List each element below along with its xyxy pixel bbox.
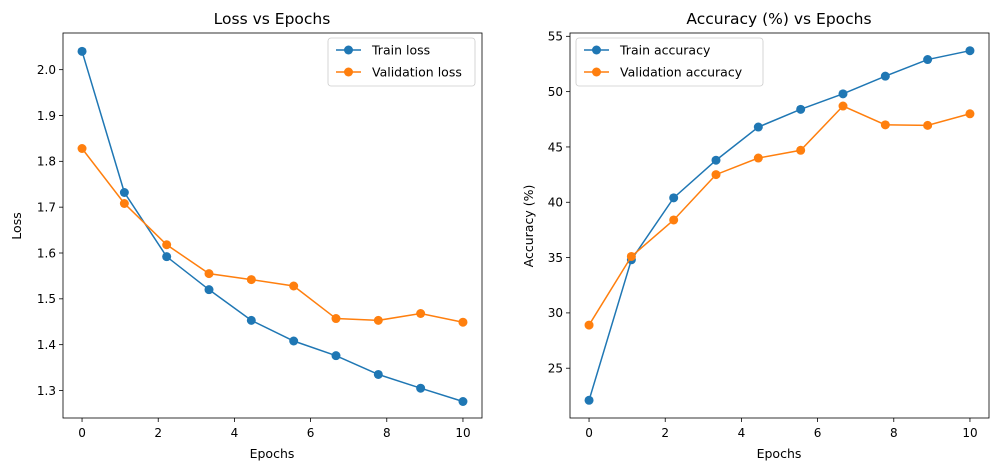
loss-x-tick-label: 10 — [455, 426, 470, 440]
accuracy-legend: Train accuracy Validation accuracy — [575, 37, 764, 87]
loss-legend-marker — [344, 45, 353, 55]
accuracy-series-train-point — [753, 122, 763, 132]
accuracy-legend-label: Train accuracy — [619, 43, 711, 58]
loss-legend-box — [327, 37, 476, 87]
accuracy-series-validation-point — [838, 101, 848, 111]
loss-series-train-point — [204, 285, 214, 295]
accuracy-x-tick-label: 10 — [962, 426, 977, 440]
loss-x-tick-label: 4 — [231, 426, 239, 440]
loss-legend-label: Validation loss — [372, 65, 462, 80]
loss-x-tick-label: 0 — [78, 426, 86, 440]
accuracy-series-validation-point — [711, 170, 721, 180]
accuracy-series-train-point — [965, 46, 975, 56]
accuracy-y-tick-label: 35 — [548, 251, 563, 265]
loss-series-validation-point — [416, 309, 426, 318]
loss-plot-frame — [62, 32, 483, 419]
loss-legend-label: Train loss — [371, 43, 430, 58]
loss-y-axis-label: Loss — [9, 212, 24, 239]
loss-x-axis-label: Epochs — [250, 446, 295, 461]
loss-series-validation-point — [119, 199, 129, 208]
loss-series-train-point — [331, 351, 341, 361]
accuracy-legend-marker — [592, 45, 601, 55]
accuracy-y-tick-label: 25 — [548, 362, 563, 376]
accuracy-series-validation-line — [588, 105, 971, 326]
loss-series-validation-point — [77, 144, 87, 153]
accuracy-series-train-point — [669, 193, 679, 203]
loss-series-train-point — [246, 315, 256, 325]
accuracy-series-validation-point — [626, 251, 636, 261]
loss-chart: Loss vs Epochs Epochs Loss 0 2 4 6 8 10 1.3 1.4… — [9, 10, 483, 461]
accuracy-chart: Accuracy (%) vs Epochs Epochs Accuracy (… — [521, 10, 990, 461]
loss-series-validation-point — [162, 240, 172, 250]
loss-y-tick-label: 2.0 — [37, 63, 56, 77]
loss-series-validation-line — [81, 148, 464, 323]
loss-y-tick-label: 1.6 — [37, 246, 56, 260]
loss-series-train-point — [373, 369, 383, 379]
loss-series-train-point — [458, 397, 468, 406]
accuracy-series-validation-point — [880, 120, 890, 130]
loss-series-train-point — [162, 252, 172, 262]
accuracy-legend-label: Validation accuracy — [620, 65, 743, 80]
accuracy-x-tick-label: 4 — [738, 426, 746, 440]
accuracy-series-validation-point — [584, 320, 594, 330]
loss-series-train-point — [416, 383, 426, 393]
accuracy-series-train-point — [880, 71, 890, 81]
loss-y-tick-label: 1.5 — [37, 292, 56, 306]
loss-series-validation-point — [204, 269, 214, 279]
accuracy-y-tick-label: 30 — [548, 306, 563, 320]
accuracy-chart-title: Accuracy (%) vs Epochs — [686, 10, 871, 28]
accuracy-series-train-point — [584, 395, 594, 405]
loss-series-train-point — [289, 336, 299, 346]
loss-x-tick-label: 8 — [383, 426, 391, 440]
accuracy-y-tick-label: 40 — [548, 196, 563, 210]
accuracy-x-tick-label: 6 — [814, 426, 822, 440]
accuracy-x-tick-label: 0 — [585, 426, 593, 440]
loss-series-validation-point — [331, 314, 341, 324]
accuracy-series-validation-point — [753, 153, 763, 163]
loss-series-validation-point — [373, 315, 383, 325]
accuracy-series-train-line — [588, 49, 971, 401]
loss-series-train-point — [77, 46, 87, 56]
loss-series-validation-point — [246, 275, 256, 285]
accuracy-series-validation-point — [923, 120, 933, 130]
loss-chart-title: Loss vs Epochs — [214, 10, 331, 28]
accuracy-series-train-point — [711, 155, 721, 165]
loss-y-tick-label: 1.9 — [37, 109, 56, 123]
accuracy-series-validation-point — [796, 145, 806, 155]
loss-y-tick-label: 1.4 — [37, 338, 56, 352]
accuracy-series-train-point — [838, 89, 848, 99]
loss-series-validation-point — [289, 281, 299, 291]
loss-legend: Train loss Validation loss — [327, 37, 476, 87]
accuracy-series-validation-point — [965, 109, 975, 119]
loss-x-tick-label: 6 — [307, 426, 315, 440]
accuracy-y-axis-label: Accuracy (%) — [521, 185, 536, 268]
loss-legend-marker — [344, 67, 353, 77]
accuracy-legend-box — [575, 37, 764, 87]
loss-y-tick-label: 1.3 — [37, 384, 56, 398]
loss-y-tick-label: 1.7 — [37, 200, 56, 214]
accuracy-y-tick-label: 45 — [548, 140, 563, 154]
loss-x-tick-label: 2 — [154, 426, 162, 440]
accuracy-y-tick-label: 55 — [548, 30, 563, 44]
accuracy-y-tick-label: 50 — [548, 85, 563, 99]
accuracy-x-axis-label: Epochs — [757, 446, 802, 461]
accuracy-series-validation-point — [669, 215, 679, 225]
loss-series-train-point — [119, 188, 129, 197]
accuracy-series-train-point — [923, 55, 933, 65]
loss-series-train-line — [81, 51, 464, 403]
accuracy-plot-frame — [569, 32, 990, 419]
loss-series-validation-point — [458, 317, 468, 327]
accuracy-x-tick-label: 2 — [661, 426, 669, 440]
accuracy-legend-marker — [592, 67, 601, 77]
accuracy-x-tick-label: 8 — [890, 426, 898, 440]
accuracy-series-train-point — [796, 104, 806, 114]
loss-y-tick-label: 1.8 — [37, 155, 56, 169]
